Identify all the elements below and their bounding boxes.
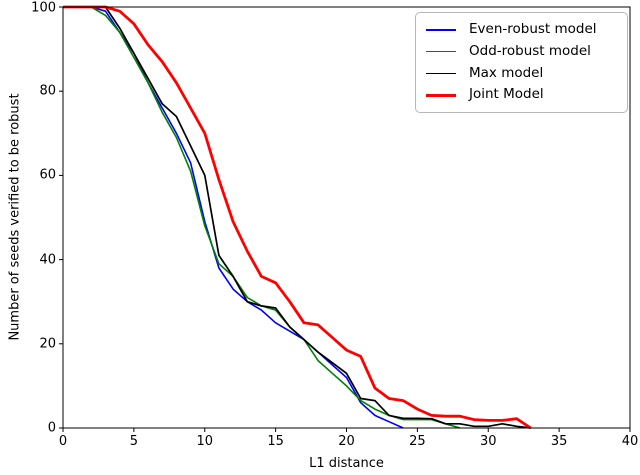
y-tick-label: 80 <box>39 83 56 99</box>
x-tick-label: 40 <box>621 434 639 449</box>
series-line <box>63 6 531 429</box>
y-axis-label: Number of seeds verified to be robust <box>7 93 23 341</box>
y-tick-label: 0 <box>47 420 56 436</box>
series-line <box>63 6 461 429</box>
x-tick-label: 10 <box>196 434 214 449</box>
even-robust-line-swatch <box>426 29 456 31</box>
y-tick-label: 20 <box>39 336 56 352</box>
legend-label: Max model <box>469 64 544 81</box>
legend-item-joint: Joint Model <box>424 84 619 106</box>
x-tick-label: 30 <box>480 434 497 449</box>
legend-label: Odd-robust model <box>469 42 591 59</box>
legend-item-odd-robust: Odd-robust model <box>424 41 619 63</box>
axes-box <box>62 6 631 429</box>
x-tick-label: 25 <box>409 434 426 449</box>
legend: Even-robust model Odd-robust model Max m… <box>415 12 628 113</box>
max-line-swatch <box>426 72 456 75</box>
tick-marks <box>59 6 631 432</box>
x-tick-label: 35 <box>550 434 568 449</box>
y-tick-label: 100 <box>31 0 56 16</box>
y-tick-label: 40 <box>39 252 56 268</box>
legend-label: Joint Model <box>469 86 544 103</box>
x-axis-label: L1 distance <box>309 456 384 471</box>
legend-item-even-robust: Even-robust model <box>424 19 619 41</box>
x-tick-label: 0 <box>58 434 68 449</box>
odd-robust-line-swatch <box>426 50 456 53</box>
legend-label: Even-robust model <box>469 21 597 38</box>
joint-line-swatch <box>426 93 456 97</box>
legend-item-max: Max model <box>424 63 619 85</box>
series-line <box>63 5 532 430</box>
x-tick-label: 5 <box>129 434 139 449</box>
series-lines <box>63 5 532 430</box>
y-tick-label: 60 <box>39 167 56 183</box>
x-tick-label: 20 <box>338 434 355 449</box>
x-tick-label: 15 <box>267 434 284 449</box>
